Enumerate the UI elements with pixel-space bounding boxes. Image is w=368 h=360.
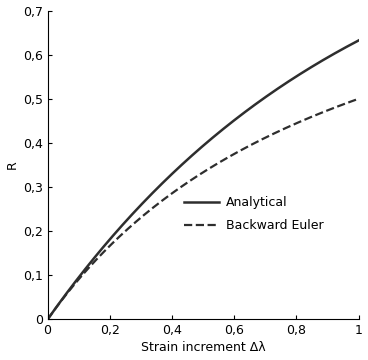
Analytical <box>230 120 235 124</box>
Line: Analytical: Analytical <box>47 41 358 319</box>
Line: Backward Euler: Backward Euler <box>47 99 358 319</box>
Analytical <box>213 133 218 137</box>
Y-axis label: R: R <box>6 161 18 169</box>
Backward Euler <box>230 153 235 157</box>
Backward Euler <box>193 175 198 180</box>
Legend: Analytical, Backward Euler: Analytical, Backward Euler <box>184 196 323 232</box>
Backward Euler <box>349 99 353 104</box>
Analytical <box>349 42 353 46</box>
Analytical <box>45 317 50 321</box>
Backward Euler <box>356 96 361 101</box>
Backward Euler <box>213 162 218 167</box>
Analytical <box>356 39 361 43</box>
X-axis label: Strain increment Δλ: Strain increment Δλ <box>141 341 265 355</box>
Analytical <box>195 149 199 153</box>
Backward Euler <box>45 317 50 321</box>
Backward Euler <box>300 118 305 123</box>
Backward Euler <box>195 174 199 178</box>
Analytical <box>300 71 305 75</box>
Analytical <box>193 150 198 155</box>
